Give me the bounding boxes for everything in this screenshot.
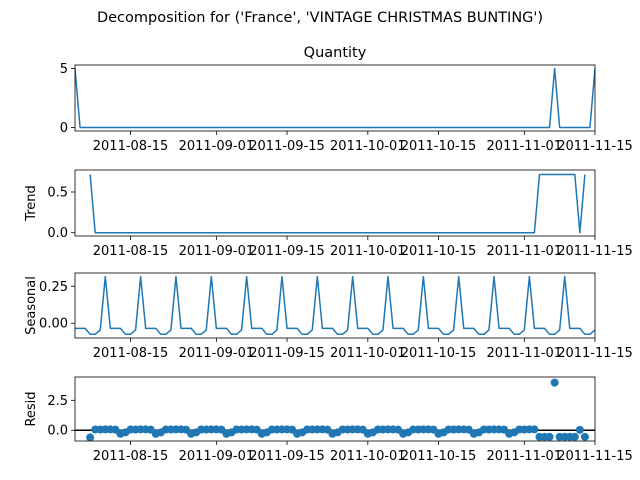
x-tick-label: 2011-11-01 [487, 449, 563, 464]
resid-point [550, 378, 559, 387]
resid-point [530, 425, 539, 434]
axes-frame [74, 64, 596, 132]
x-tick-label: 2011-08-15 [93, 139, 169, 154]
y-axis-label: Resid [24, 391, 39, 426]
resid-point [575, 425, 584, 434]
x-tick-label: 2011-09-01 [179, 244, 255, 259]
x-tick-label: 2011-10-01 [330, 449, 406, 464]
y-tick-label: 0.00 [39, 317, 68, 332]
axes-frame [74, 169, 596, 237]
x-tick-label: 2011-08-15 [93, 244, 169, 259]
x-tick-label: 2011-10-15 [401, 346, 477, 361]
y-tick-label: 0.5 [47, 186, 68, 201]
y-tick-label: 0 [60, 121, 68, 136]
resid-point [86, 433, 95, 441]
x-tick-label: 2011-11-15 [557, 346, 633, 361]
x-tick-label: 2011-09-15 [249, 244, 325, 259]
resid-point [545, 432, 554, 441]
x-tick-label: 2011-09-01 [179, 139, 255, 154]
series-line [75, 275, 595, 336]
x-tick-label: 2011-08-15 [93, 449, 169, 464]
y-tick-label: 0.25 [39, 280, 68, 295]
x-tick-label: 2011-09-15 [249, 346, 325, 361]
x-tick-label: 2011-11-15 [557, 244, 633, 259]
x-tick-label: 2011-10-15 [401, 244, 477, 259]
figure-suptitle: Decomposition for ('France', 'VINTAGE CH… [97, 10, 543, 26]
plot-area [75, 67, 595, 129]
x-tick-label: 2011-11-15 [557, 449, 633, 464]
resid-point [580, 432, 589, 441]
axes-frame [74, 376, 596, 442]
x-tick-label: 2011-11-01 [487, 346, 563, 361]
x-tick-label: 2011-08-15 [93, 346, 169, 361]
plot-area [89, 173, 586, 234]
axes-frame [74, 272, 596, 339]
x-tick-label: 2011-10-01 [330, 139, 406, 154]
x-tick-label: 2011-09-15 [249, 449, 325, 464]
x-tick-label: 2011-10-15 [401, 449, 477, 464]
y-tick-label: 5 [60, 62, 68, 77]
series-line [89, 173, 586, 234]
x-tick-label: 2011-10-01 [330, 346, 406, 361]
x-tick-label: 2011-10-15 [401, 139, 477, 154]
y-axis-label: Seasonal [24, 276, 39, 335]
panel-title: Quantity [304, 45, 367, 61]
y-tick-label: 0.0 [47, 226, 68, 241]
y-tick-label: 2.5 [47, 394, 68, 409]
x-tick-label: 2011-09-01 [179, 346, 255, 361]
x-tick-label: 2011-11-15 [557, 139, 633, 154]
plot-area [75, 275, 595, 336]
y-tick-label: 0.0 [47, 424, 68, 439]
resid-point [570, 432, 579, 441]
x-tick-label: 2011-09-01 [179, 449, 255, 464]
x-tick-label: 2011-11-01 [487, 139, 563, 154]
plot-area [75, 378, 595, 441]
x-tick-label: 2011-11-01 [487, 244, 563, 259]
series-line [75, 67, 595, 129]
x-tick-label: 2011-09-15 [249, 139, 325, 154]
y-axis-label: Trend [24, 185, 39, 222]
x-tick-label: 2011-10-01 [330, 244, 406, 259]
